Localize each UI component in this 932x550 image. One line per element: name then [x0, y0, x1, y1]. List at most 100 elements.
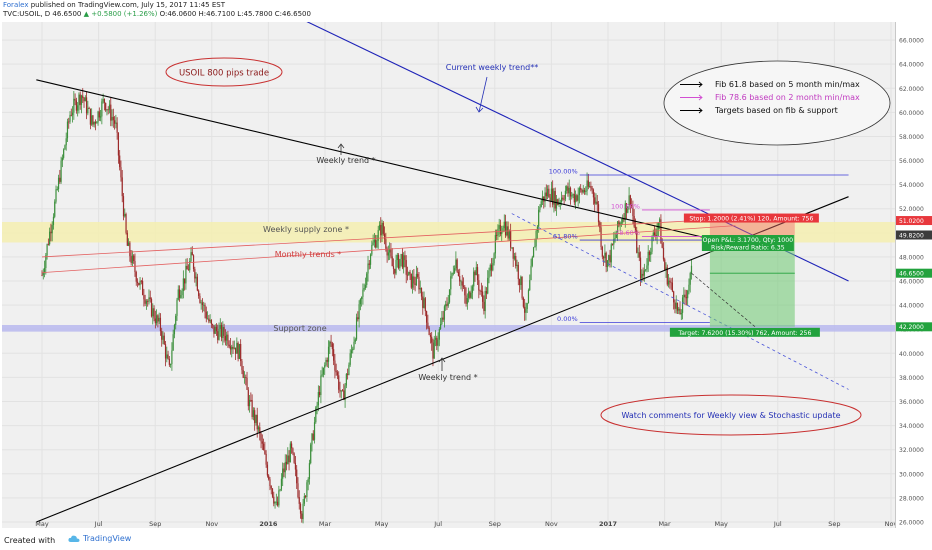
candle-body — [116, 122, 118, 133]
author-link[interactable]: Foralex — [3, 1, 29, 9]
candle-body — [377, 230, 379, 241]
candle-body — [666, 267, 668, 285]
candle-body — [452, 272, 454, 274]
candles — [41, 88, 693, 524]
trade-title-ellipse — [165, 57, 283, 87]
candle-body — [229, 346, 232, 350]
candle-body — [256, 414, 258, 430]
candle-body — [64, 145, 66, 150]
candle-body — [245, 377, 247, 378]
candle-body — [325, 359, 327, 366]
candle-body — [478, 280, 480, 291]
candle-body — [683, 294, 685, 298]
candle-body — [489, 264, 491, 271]
candle-body — [493, 253, 495, 264]
candle-body — [172, 334, 174, 351]
candle-body — [386, 248, 388, 256]
candle-body — [339, 389, 341, 392]
candle-body — [162, 335, 164, 340]
candle-body — [530, 265, 532, 281]
candle-body — [414, 283, 416, 286]
candle-body — [587, 180, 589, 187]
price-tick-label: 66.0000 — [899, 38, 924, 45]
candle-body — [504, 221, 507, 236]
candle-body — [544, 192, 546, 202]
candle-body — [456, 259, 458, 272]
candle-body — [679, 308, 681, 315]
chart-area[interactable]: 100.00% 100.00% 78.60% 61.80% 0.00% Stop: 1.2… — [2, 22, 895, 528]
candle-body — [582, 189, 584, 193]
candle-body — [61, 157, 63, 161]
time-tick-label: Nov — [885, 520, 895, 528]
candle-body — [218, 328, 220, 340]
candle-body — [425, 311, 428, 323]
price-chart[interactable]: 100.00% 100.00% 78.60% 61.80% 0.00% Stop: 1.2… — [2, 22, 895, 528]
candle-body — [631, 204, 633, 206]
candle-body — [129, 242, 131, 257]
candle-body — [315, 407, 317, 423]
weekly-trend-upper-arrowhead — [337, 143, 345, 149]
candle-body — [681, 297, 684, 313]
price-axis[interactable]: 26.0000 28.0000 30.0000 32.0000 34.0000 36.00… — [895, 22, 932, 528]
current-trend-label: Current weekly trend** — [446, 63, 538, 72]
candle-body — [200, 302, 202, 304]
candle-body — [545, 192, 547, 197]
price-marker-label: 49.8200 — [899, 232, 924, 239]
candle-body — [647, 251, 649, 266]
candle-body — [139, 280, 141, 286]
candle-body — [413, 276, 415, 284]
candle-body — [65, 138, 67, 146]
support-zone-label: Support zone — [273, 324, 326, 333]
stop-zone[interactable] — [709, 220, 795, 236]
candle-body — [75, 100, 77, 111]
candle-body — [185, 265, 187, 284]
candle-body — [89, 108, 91, 125]
watch-comments-text: Watch comments for Weekly view & Stochas… — [621, 411, 840, 420]
candle-body — [433, 339, 435, 359]
candle-body — [291, 443, 293, 449]
candle-body — [576, 195, 578, 201]
candle-body — [88, 108, 90, 109]
monthly-trend-2[interactable] — [41, 225, 736, 273]
candle-body — [651, 235, 653, 252]
price-tick-label: 26.0000 — [899, 519, 924, 526]
candle-body — [208, 318, 210, 322]
candle-body — [483, 301, 485, 312]
candle-body — [329, 341, 331, 347]
candle-body — [429, 335, 432, 337]
candle-body — [310, 444, 312, 464]
candle-body — [350, 350, 353, 354]
candle-body — [361, 296, 363, 300]
tradingview-logo[interactable]: TradingView — [68, 534, 131, 543]
tradingview-text: TradingView — [83, 534, 132, 543]
candle-body — [457, 271, 460, 277]
candle-body — [184, 278, 186, 284]
weekly-trend-upper[interactable] — [36, 79, 736, 246]
weekly-trend-lower-label: Weekly trend * — [418, 373, 477, 382]
target-label-text: Target: 7.6200 (15.30%) 762, Amount: 256 — [677, 330, 811, 337]
candle-body — [131, 255, 134, 263]
candle-body — [335, 370, 337, 373]
candle-body — [497, 228, 499, 236]
candle-body — [103, 99, 106, 103]
monthly-trend-1[interactable] — [41, 217, 736, 258]
candle-body — [580, 188, 582, 190]
candle-body — [343, 390, 345, 400]
candle-body — [376, 240, 378, 248]
candle-body — [348, 364, 350, 375]
candle-body — [615, 234, 617, 239]
candle-body — [662, 247, 665, 260]
candle-body — [50, 231, 52, 234]
candle-body — [585, 191, 587, 192]
candle-body — [632, 205, 634, 217]
candle-body — [474, 271, 476, 276]
candle-body — [194, 268, 196, 279]
candle-body — [410, 273, 412, 288]
candle-body — [232, 346, 234, 349]
watch-comments-ellipse — [600, 394, 862, 436]
candle-body — [559, 201, 561, 203]
candle-body — [87, 108, 89, 114]
candle-body — [417, 273, 419, 277]
candle-body — [119, 155, 121, 168]
candle-body — [469, 291, 471, 298]
